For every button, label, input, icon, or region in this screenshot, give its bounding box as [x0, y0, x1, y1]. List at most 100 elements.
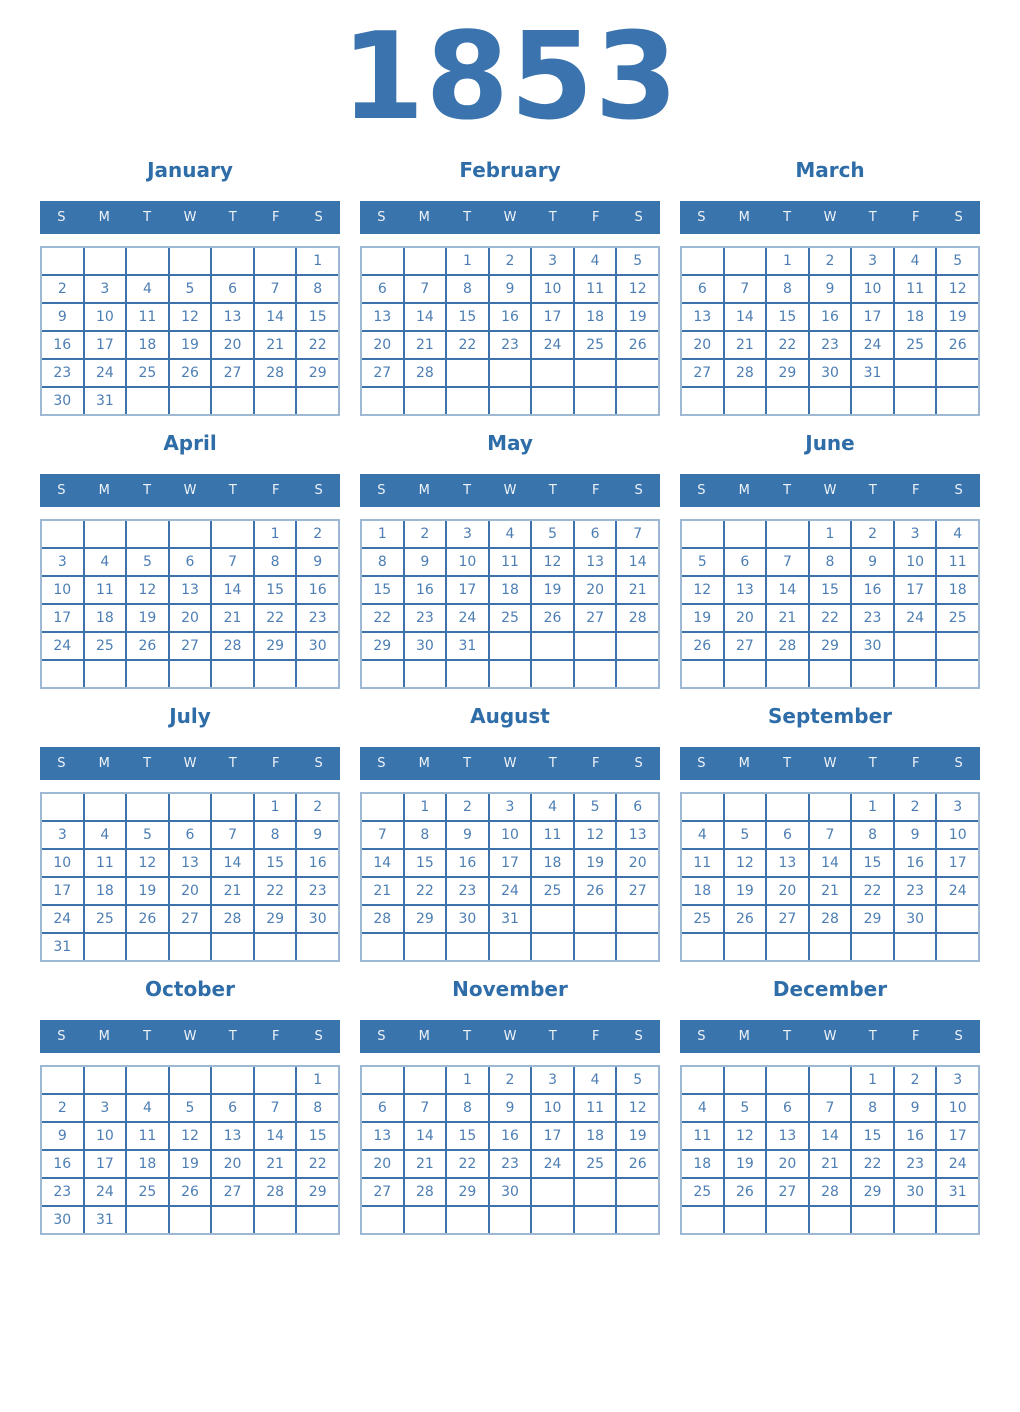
day-cell: 28	[404, 360, 446, 386]
weekday-label: T	[868, 210, 877, 225]
weekday-label: F	[911, 210, 920, 225]
day-cell-empty	[724, 794, 766, 820]
day-cell: 19	[127, 605, 168, 631]
day-cell: 3	[489, 794, 531, 820]
weekday-label: F	[271, 210, 280, 225]
day-cell: 9	[42, 304, 83, 330]
day-cell: 30	[297, 906, 338, 932]
weekday-label: W	[183, 756, 197, 771]
day-cell: 26	[127, 906, 168, 932]
day-cell: 3	[42, 822, 83, 848]
day-cell: 8	[254, 822, 296, 848]
day-cell: 19	[724, 1151, 766, 1177]
day-cell: 20	[574, 577, 616, 603]
day-cell: 10	[447, 549, 488, 575]
day-cell: 2	[404, 521, 446, 547]
day-cell: 5	[532, 521, 573, 547]
day-cell: 16	[297, 577, 338, 603]
weekday-label: S	[57, 1029, 66, 1044]
day-cell: 21	[617, 577, 658, 603]
day-cell-empty	[447, 661, 488, 687]
day-cell-empty	[617, 661, 658, 687]
day-cell-empty	[362, 934, 403, 960]
day-cell-empty	[937, 1207, 978, 1233]
month-title: January	[147, 158, 233, 182]
day-cell: 14	[212, 850, 253, 876]
day-cell-empty	[212, 934, 253, 960]
day-cell: 17	[937, 1123, 978, 1149]
day-cell: 18	[489, 577, 531, 603]
day-cell-empty	[404, 934, 446, 960]
day-cell-empty	[362, 661, 403, 687]
day-cell: 13	[574, 549, 616, 575]
day-cell: 28	[724, 360, 766, 386]
weekday-label: F	[271, 756, 280, 771]
day-cell: 4	[574, 1067, 616, 1093]
day-cell: 10	[894, 549, 936, 575]
day-cell-empty	[682, 794, 723, 820]
day-cell: 19	[169, 332, 211, 358]
day-cell: 10	[532, 276, 573, 302]
weekday-label: S	[634, 1029, 643, 1044]
day-cell: 6	[169, 822, 211, 848]
day-cell: 28	[362, 906, 403, 932]
day-cell-empty	[84, 1067, 126, 1093]
day-cell: 25	[682, 1179, 723, 1205]
day-cell: 16	[447, 850, 488, 876]
day-cell-empty	[724, 248, 766, 274]
day-cell: 22	[297, 1151, 338, 1177]
day-cell-empty	[297, 388, 338, 414]
day-cell: 7	[404, 276, 446, 302]
day-cell-empty	[212, 388, 253, 414]
day-cell-empty	[724, 1207, 766, 1233]
day-cell: 13	[617, 822, 658, 848]
day-cell: 31	[42, 934, 83, 960]
weekday-label: T	[548, 756, 557, 771]
day-cell: 7	[404, 1095, 446, 1121]
day-cell: 11	[894, 276, 936, 302]
day-cell-empty	[447, 360, 488, 386]
day-cell: 14	[617, 549, 658, 575]
day-cell: 12	[127, 577, 168, 603]
day-cell-empty	[362, 1067, 403, 1093]
day-cell: 22	[254, 878, 296, 904]
day-cell: 30	[809, 360, 851, 386]
day-cell: 6	[767, 822, 808, 848]
month-february: February S M T W T F S 1 2 3 4 5 6 7 8 9 10 11 12 13 14 15 16 17…	[360, 158, 660, 416]
weekday-label: S	[377, 483, 386, 498]
weekday-label: T	[143, 1029, 152, 1044]
day-cell: 24	[489, 878, 531, 904]
day-cell-empty	[574, 388, 616, 414]
day-cell-empty	[532, 934, 573, 960]
day-cell: 20	[362, 332, 403, 358]
day-cell: 23	[894, 878, 936, 904]
day-cell: 9	[489, 276, 531, 302]
day-cell: 3	[84, 276, 126, 302]
day-cell-empty	[404, 248, 446, 274]
day-cell: 5	[682, 549, 723, 575]
date-grid: 1 2 3 4 5 6 7 8 9 10 11 12 13 14 15 16 17 18 19 20 21 22 23 24 2…	[360, 246, 660, 416]
month-title: October	[145, 977, 235, 1001]
day-cell-empty	[169, 1067, 211, 1093]
day-cell: 8	[447, 276, 488, 302]
weekday-label: S	[954, 483, 963, 498]
weekday-label: F	[271, 483, 280, 498]
day-cell-empty	[852, 1207, 893, 1233]
day-cell: 2	[489, 1067, 531, 1093]
day-cell: 10	[42, 577, 83, 603]
weekday-label: M	[98, 210, 110, 225]
day-cell: 13	[169, 577, 211, 603]
day-cell: 22	[852, 878, 893, 904]
day-cell: 16	[489, 304, 531, 330]
weekday-label: M	[418, 1029, 430, 1044]
day-cell-empty	[447, 934, 488, 960]
day-cell: 13	[724, 577, 766, 603]
day-cell: 28	[404, 1179, 446, 1205]
day-cell: 26	[127, 633, 168, 659]
day-cell: 10	[937, 1095, 978, 1121]
weekday-label: T	[228, 210, 237, 225]
day-cell-empty	[767, 388, 808, 414]
